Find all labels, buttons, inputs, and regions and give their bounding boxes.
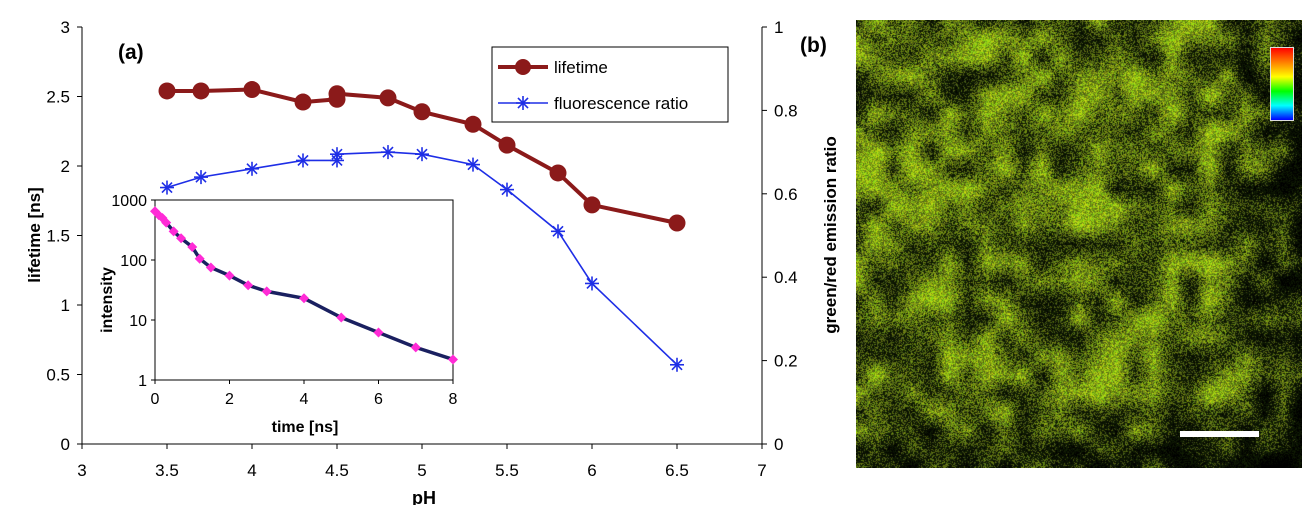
y-tick-label: 1	[61, 296, 70, 315]
data-point-fluorescence-ratio	[381, 145, 395, 160]
inset-x-tick-label: 2	[225, 391, 234, 408]
x-tick-label: 3	[77, 461, 86, 480]
x-tick-label: 3.5	[155, 461, 179, 480]
inset-data-point	[299, 293, 309, 304]
x-tick-label: 7	[757, 461, 766, 480]
inset-plot-area	[154, 199, 454, 381]
inset-data-point	[161, 217, 172, 228]
x-tick-label: 4.5	[325, 461, 349, 480]
y-tick-label: 2	[61, 157, 70, 176]
y2-tick-label: 0.4	[774, 268, 798, 287]
inset-data-point	[176, 233, 187, 244]
inset-x-tick-label: 0	[151, 391, 160, 408]
inset-data-point	[194, 253, 205, 264]
data-point-lifetime	[413, 103, 431, 121]
inset-data-point	[373, 327, 384, 338]
inset-data-point	[205, 262, 216, 273]
data-point-fluorescence-ratio	[415, 147, 429, 162]
inset-data-point	[187, 241, 198, 252]
data-point-lifetime	[668, 214, 686, 232]
data-point-fluorescence-ratio	[330, 147, 344, 162]
y-tick-label: 0.5	[46, 366, 70, 385]
data-point-fluorescence-ratio	[245, 161, 259, 176]
panel-label-b: (b)	[800, 34, 827, 57]
y2-tick-label: 0.6	[774, 185, 798, 204]
panel-label-a: (a)	[118, 41, 144, 64]
y2-axis-label: green/red emission ratio	[821, 136, 840, 333]
data-point-lifetime	[583, 196, 601, 214]
inset-data-point	[261, 286, 272, 297]
inset-y-tick-label: 1000	[111, 193, 147, 210]
color-scale-bar	[1270, 47, 1294, 121]
data-point-fluorescence-ratio	[296, 153, 310, 168]
y-tick-label: 3	[61, 18, 70, 37]
inset-data-point	[224, 270, 235, 281]
inset-data-point	[448, 354, 458, 365]
x-tick-label: 5.5	[495, 461, 519, 480]
data-point-lifetime	[464, 115, 482, 133]
data-point-lifetime	[328, 85, 346, 103]
x-tick-label: 6.5	[665, 461, 689, 480]
legend-lifetime-label: lifetime	[554, 58, 608, 77]
data-point-lifetime	[498, 136, 516, 154]
data-point-fluorescence-ratio	[194, 170, 208, 185]
inset-data-point	[168, 226, 179, 237]
inset-x-axis-label: time [ns]	[272, 419, 339, 436]
y2-tick-label: 1	[774, 18, 783, 37]
data-point-lifetime	[192, 82, 210, 100]
y-tick-label: 1.5	[46, 227, 70, 246]
inset-x-tick-label: 4	[300, 391, 309, 408]
data-point-lifetime	[379, 89, 397, 107]
inset-x-tick-label: 8	[449, 391, 458, 408]
y-tick-label: 0	[61, 435, 70, 454]
x-axis-label: pH	[412, 488, 436, 505]
data-point-fluorescence-ratio	[160, 180, 174, 195]
data-point-fluorescence-ratio	[670, 357, 684, 372]
y2-tick-label: 0.2	[774, 352, 798, 371]
fluorescence-micrograph	[856, 20, 1302, 468]
data-point-fluorescence-ratio	[585, 276, 599, 291]
legend-asterisk-icon	[516, 96, 530, 110]
x-tick-label: 6	[587, 461, 596, 480]
data-point-lifetime	[549, 164, 567, 182]
data-point-fluorescence-ratio	[500, 182, 514, 197]
y-axis-label: lifetime [ns]	[25, 187, 44, 282]
inset-y-tick-label: 10	[129, 313, 147, 330]
data-point-lifetime	[243, 81, 261, 99]
y2-tick-label: 0.8	[774, 101, 798, 120]
data-point-fluorescence-ratio	[551, 224, 565, 239]
inset-x-tick-label: 6	[374, 391, 383, 408]
scale-bar	[1180, 431, 1259, 437]
inset-y-tick-label: 100	[120, 253, 147, 270]
x-tick-label: 5	[417, 461, 426, 480]
data-point-lifetime	[294, 93, 312, 111]
y2-tick-label: 0	[774, 435, 783, 454]
inset-data-point	[336, 312, 347, 323]
data-point-lifetime	[158, 82, 176, 100]
y-tick-label: 2.5	[46, 88, 70, 107]
x-tick-label: 4	[247, 461, 256, 480]
inset-data-point	[243, 280, 254, 291]
data-point-fluorescence-ratio	[466, 157, 480, 172]
legend: lifetime fluorescence ratio	[491, 46, 729, 123]
legend-ratio-label: fluorescence ratio	[554, 94, 688, 113]
inset-data-point	[410, 342, 421, 353]
inset-y-tick-label: 1	[138, 373, 147, 390]
inset-y-axis-label: intensity	[99, 267, 116, 333]
legend-lifetime-marker	[515, 59, 531, 75]
legend-ratio-marker	[516, 96, 530, 110]
